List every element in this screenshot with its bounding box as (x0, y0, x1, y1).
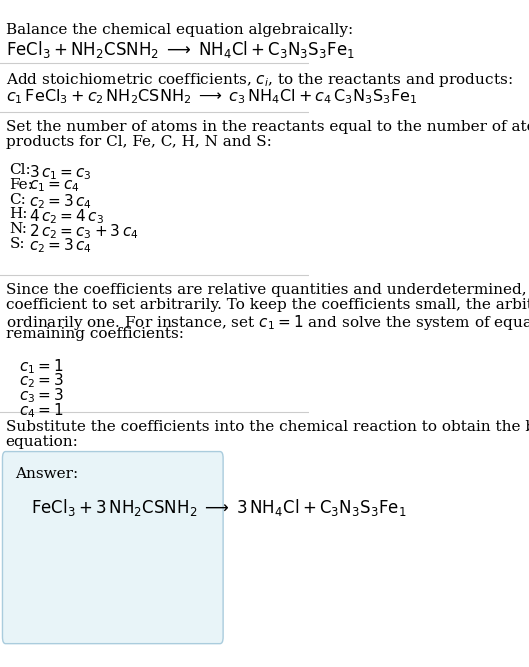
Text: Add stoichiometric coefficients, $c_i$, to the reactants and products:: Add stoichiometric coefficients, $c_i$, … (6, 71, 512, 89)
Text: N:: N: (10, 222, 28, 236)
FancyBboxPatch shape (3, 452, 223, 644)
Text: Cl:: Cl: (10, 163, 31, 177)
Text: $2\,c_2 = c_3 + 3\,c_4$: $2\,c_2 = c_3 + 3\,c_4$ (29, 222, 139, 241)
Text: H:: H: (10, 207, 28, 221)
Text: S:: S: (10, 237, 25, 251)
Text: $c_1 = c_4$: $c_1 = c_4$ (29, 178, 80, 194)
Text: $c_2 = 3$: $c_2 = 3$ (19, 372, 63, 390)
Text: coefficient to set arbitrarily. To keep the coefficients small, the arbitrary va: coefficient to set arbitrarily. To keep … (6, 298, 529, 312)
Text: $4\,c_2 = 4\,c_3$: $4\,c_2 = 4\,c_3$ (29, 207, 104, 226)
Text: Since the coefficients are relative quantities and underdetermined, choose a: Since the coefficients are relative quan… (6, 283, 529, 297)
Text: equation:: equation: (6, 435, 78, 449)
Text: $c_3 = 3$: $c_3 = 3$ (19, 386, 63, 405)
Text: $c_1 = 1$: $c_1 = 1$ (19, 357, 63, 376)
Text: $c_2 = 3\,c_4$: $c_2 = 3\,c_4$ (29, 193, 93, 211)
Text: Fe:: Fe: (10, 178, 33, 192)
Text: products for Cl, Fe, C, H, N and S:: products for Cl, Fe, C, H, N and S: (6, 135, 271, 149)
Text: Set the number of atoms in the reactants equal to the number of atoms in the: Set the number of atoms in the reactants… (6, 120, 529, 134)
Text: Balance the chemical equation algebraically:: Balance the chemical equation algebraica… (6, 23, 353, 37)
Text: ordinarily one. For instance, set $c_1 = 1$ and solve the system of equations fo: ordinarily one. For instance, set $c_1 =… (6, 313, 529, 331)
Text: $3\,c_1 = c_3$: $3\,c_1 = c_3$ (29, 163, 92, 182)
Text: C:: C: (10, 193, 26, 207)
Text: Substitute the coefficients into the chemical reaction to obtain the balanced: Substitute the coefficients into the che… (6, 420, 529, 434)
Text: $c_4 = 1$: $c_4 = 1$ (19, 401, 63, 420)
Text: $\mathrm{FeCl_3 + NH_2CSNH_2} \;\longrightarrow\; \mathrm{NH_4Cl + C_3N_3S_3Fe_1: $\mathrm{FeCl_3 + NH_2CSNH_2} \;\longrig… (6, 39, 354, 59)
Text: remaining coefficients:: remaining coefficients: (6, 327, 184, 342)
Text: $\mathrm{FeCl_3 + 3\,NH_2CSNH_2 \;\longrightarrow\; 3\,NH_4Cl + C_3N_3S_3Fe_1}$: $\mathrm{FeCl_3 + 3\,NH_2CSNH_2 \;\longr… (31, 497, 406, 518)
Text: $c_1\,\mathrm{FeCl_3} + c_2\,\mathrm{NH_2CSNH_2} \;\longrightarrow\; c_3\,\mathr: $c_1\,\mathrm{FeCl_3} + c_2\,\mathrm{NH_… (6, 87, 417, 106)
Text: Answer:: Answer: (15, 467, 79, 481)
Text: $c_2 = 3\,c_4$: $c_2 = 3\,c_4$ (29, 237, 93, 255)
